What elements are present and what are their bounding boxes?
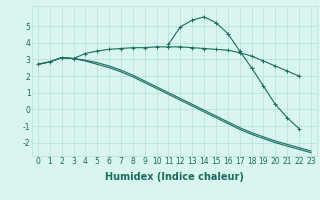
X-axis label: Humidex (Indice chaleur): Humidex (Indice chaleur) (105, 172, 244, 182)
